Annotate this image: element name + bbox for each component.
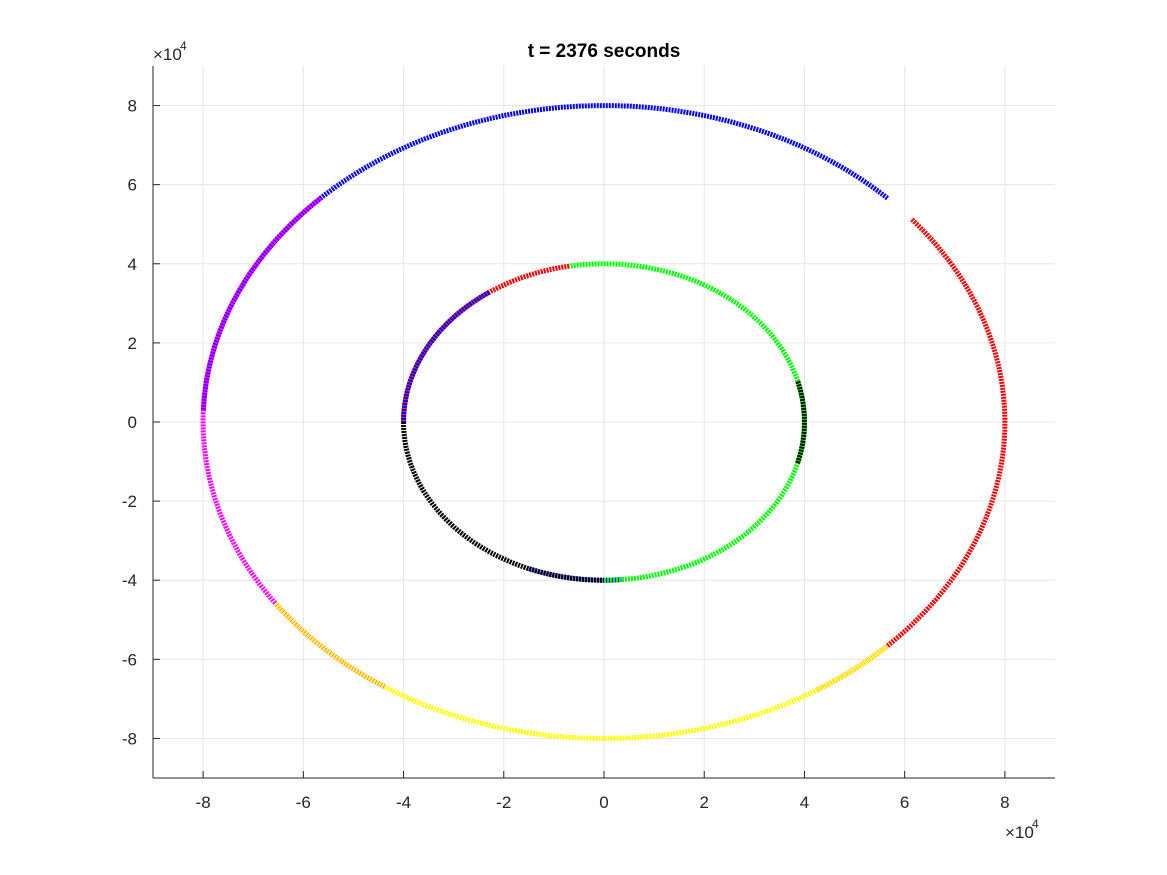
- series-arc: [795, 380, 807, 464]
- y-tick-label: -4: [122, 571, 137, 590]
- series-arc: [568, 261, 807, 583]
- y-tick-label: 4: [128, 255, 137, 274]
- series-arc: [815, 216, 1008, 693]
- series-0: [200, 103, 890, 412]
- y-exponent-base: ×10: [153, 45, 182, 64]
- chart-title: t = 2376 seconds: [528, 41, 681, 62]
- y-exponent-power: 4: [180, 39, 187, 53]
- y-tick-label: 6: [128, 176, 137, 195]
- x-tick-label: 6: [900, 793, 909, 812]
- series-4: [401, 263, 570, 422]
- y-tick-label: 8: [128, 97, 137, 116]
- series-arc: [401, 290, 491, 422]
- x-tick-label: 8: [1000, 793, 1009, 812]
- x-exponent-power: 4: [1032, 817, 1039, 831]
- x-tick-label: -2: [496, 793, 511, 812]
- series-7: [401, 380, 807, 583]
- series-1: [815, 216, 1008, 693]
- series-arc: [200, 103, 890, 412]
- x-tick-label: -4: [396, 793, 411, 812]
- x-tick-label: 4: [800, 793, 809, 812]
- series-arc: [273, 601, 890, 741]
- x-tick-label: -8: [196, 793, 211, 812]
- x-tick-label: 2: [699, 793, 708, 812]
- series-arc: [401, 422, 604, 583]
- y-tick-label: 2: [128, 334, 137, 353]
- series-3: [273, 601, 890, 741]
- y-tick-label: -2: [122, 492, 137, 511]
- data-series: [200, 103, 1008, 741]
- x-tick-label: 0: [599, 793, 608, 812]
- y-tick-label: 0: [128, 413, 137, 432]
- plot-area: -8 -6 -4 -2 0 2 4 6 8 -8 -6 -4 -2 0 2 4 6 8: [122, 66, 1055, 812]
- series-arc: [401, 263, 570, 422]
- axis-ticks: -8 -6 -4 -2 0 2 4 6 8 -8 -6 -4 -2 0 2 4 6 8: [122, 97, 1010, 812]
- y-axis-exponent: ×10 4: [153, 39, 187, 64]
- x-tick-label: -6: [296, 793, 311, 812]
- y-tick-label: -6: [122, 650, 137, 669]
- x-exponent-base: ×10: [1005, 823, 1034, 842]
- series-6: [568, 261, 807, 583]
- y-tick-label: -8: [122, 729, 137, 748]
- x-axis-exponent: ×10 4: [1005, 817, 1039, 842]
